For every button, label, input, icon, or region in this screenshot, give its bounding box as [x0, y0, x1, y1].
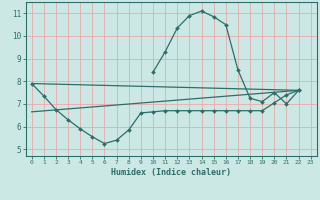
X-axis label: Humidex (Indice chaleur): Humidex (Indice chaleur) — [111, 168, 231, 177]
